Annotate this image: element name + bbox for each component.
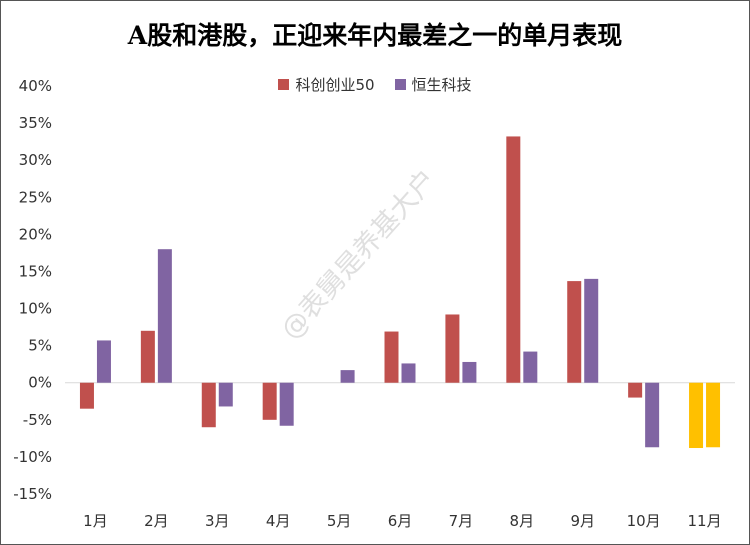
- y-tick-label: -5%: [23, 411, 52, 429]
- bar-series-1: [689, 382, 704, 449]
- y-tick-label: 0%: [28, 374, 52, 392]
- bar-series-1: [445, 314, 460, 383]
- y-tick-label: 25%: [19, 188, 52, 206]
- y-tick-label: -15%: [13, 485, 52, 503]
- x-tick-label: 4月: [266, 512, 291, 530]
- bar-series-2: [96, 340, 111, 383]
- bar-series-2: [523, 351, 538, 383]
- bar-series-1: [140, 330, 155, 383]
- bar-series-1: [506, 136, 521, 383]
- y-tick-label: -10%: [13, 448, 52, 466]
- x-tick-label: 11月: [687, 512, 721, 530]
- bar-series-2: [706, 382, 721, 448]
- y-tick-label: 15%: [19, 262, 52, 280]
- x-tick-label: 3月: [205, 512, 230, 530]
- bar-series-1: [384, 331, 399, 383]
- legend-item-series-2: 恒生科技: [394, 74, 472, 95]
- x-tick-label: 5月: [327, 512, 352, 530]
- x-tick-label: 9月: [570, 512, 595, 530]
- y-tick-label: 10%: [19, 300, 52, 318]
- y-tick-label: 40%: [19, 77, 52, 95]
- legend-swatch-series-2: [394, 79, 406, 90]
- chart-title: A股和港股，正迎来年内最差之一的单月表现: [127, 21, 623, 50]
- x-tick-label: 8月: [510, 512, 535, 530]
- bar-series-1: [262, 382, 277, 420]
- x-tick-label: 10月: [627, 512, 661, 530]
- bar-series-2: [218, 382, 233, 407]
- legend: 科创创业50 恒生科技: [0, 74, 750, 95]
- x-tick-label: 7月: [449, 512, 474, 530]
- legend-label-series-1: 科创创业50: [295, 76, 375, 94]
- x-tick-label: 1月: [83, 512, 108, 530]
- bar-series-2: [584, 278, 599, 383]
- bar-series-2: [462, 361, 477, 383]
- y-tick-label: 5%: [28, 337, 52, 355]
- x-tick-label: 6月: [388, 512, 413, 530]
- bar-series-2: [157, 249, 172, 383]
- y-tick-label: 20%: [19, 225, 52, 243]
- bar-series-1: [628, 382, 643, 398]
- x-tick-label: 2月: [144, 512, 169, 530]
- legend-swatch-series-1: [278, 79, 290, 90]
- bar-series-2: [340, 370, 355, 383]
- y-tick-label: 35%: [19, 114, 52, 132]
- legend-item-series-1: 科创创业50: [278, 74, 375, 95]
- legend-label-series-2: 恒生科技: [411, 76, 472, 94]
- bar-series-2: [645, 382, 660, 448]
- bar-series-2: [401, 363, 416, 383]
- bar-series-2: [279, 382, 294, 426]
- y-tick-label: 30%: [19, 151, 52, 169]
- bar-series-1: [567, 281, 582, 383]
- bar-series-1: [79, 382, 94, 409]
- bar-series-1: [201, 382, 216, 428]
